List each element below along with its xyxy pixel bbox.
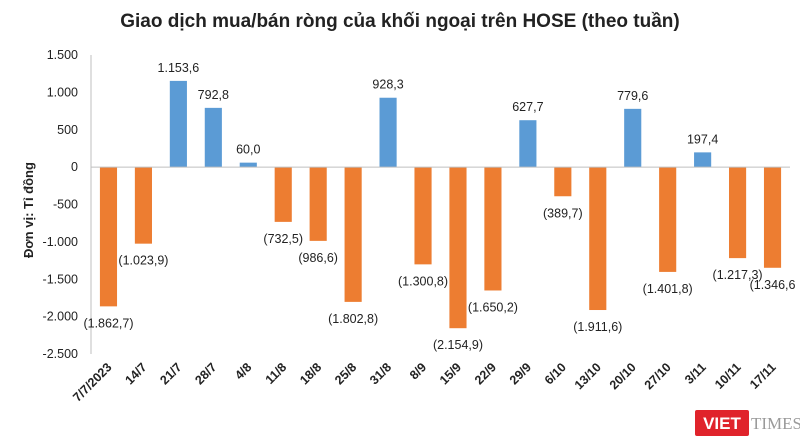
x-tick-label: 8/9	[407, 360, 429, 382]
logo-part2: TIMES	[751, 414, 800, 433]
x-tick-label: 13/10	[572, 360, 604, 392]
data-label: 779,6	[617, 89, 648, 103]
y-tick-label: -2.000	[43, 310, 78, 324]
x-tick-label: 31/8	[367, 360, 394, 387]
bar	[484, 167, 502, 291]
data-label: (1.911,6)	[573, 320, 622, 334]
y-tick-label: 1.000	[47, 85, 78, 99]
x-tick-label: 28/7	[192, 360, 219, 387]
y-tick-label: -2.500	[43, 347, 78, 361]
y-tick-label: 0	[71, 160, 78, 174]
x-tick-label: 6/10	[542, 360, 569, 387]
bar	[309, 167, 327, 241]
data-label: (1.023,9)	[118, 254, 168, 268]
y-tick-label: -500	[53, 198, 78, 212]
data-label: (732,5)	[263, 232, 303, 246]
bar	[169, 80, 187, 168]
bar	[344, 167, 362, 302]
bar	[274, 167, 292, 222]
x-tick-label: 22/9	[472, 360, 499, 387]
bars	[99, 80, 782, 329]
data-label: 928,3	[372, 78, 403, 92]
bar	[134, 167, 152, 244]
bar	[554, 167, 572, 197]
y-tick-label: 1.500	[47, 48, 78, 62]
x-tick-label: 25/8	[332, 360, 359, 387]
data-label: 1.153,6	[158, 61, 200, 75]
x-tick-label: 29/9	[507, 360, 534, 387]
bar	[414, 167, 432, 265]
data-label: (986,6)	[298, 251, 338, 265]
y-tick-label: 500	[57, 123, 78, 137]
data-label: (1.217,3)	[713, 268, 763, 282]
x-axis-ticks: 7/7/2023 14/7 21/7 28/7 4/8 11/8 18/8 25/8 31/8 8…	[70, 360, 778, 404]
x-tick-label: 4/8	[232, 360, 254, 382]
data-label: 60,0	[236, 143, 260, 157]
chart-title: Giao dịch mua/bán ròng của khối ngoại tr…	[120, 11, 679, 32]
logo-part1: VIET	[703, 414, 741, 433]
data-label: (1.862,7)	[83, 316, 133, 330]
bar	[729, 167, 747, 259]
y-axis-label: Đơn vị: Tỉ đồng	[21, 162, 36, 258]
data-label: (1.802,8)	[328, 312, 378, 326]
bar	[659, 167, 677, 272]
x-tick-label: 15/9	[437, 360, 464, 387]
x-tick-label: 21/7	[157, 360, 184, 387]
bar	[624, 108, 642, 168]
data-label: (1.401,8)	[643, 282, 693, 296]
bar	[519, 120, 537, 168]
y-tick-label: -1.000	[43, 235, 78, 249]
bar	[99, 167, 118, 307]
x-tick-label: 27/10	[642, 360, 674, 392]
x-tick-label: 7/7/2023	[70, 360, 114, 404]
x-tick-label: 11/8	[263, 360, 290, 387]
data-label: (1.346,6	[750, 278, 796, 292]
vietimes-logo: VIET TIMES	[695, 410, 800, 436]
bar	[589, 167, 607, 311]
bar	[763, 167, 782, 268]
data-label: (2.154,9)	[433, 338, 483, 352]
x-tick-label: 17/11	[747, 360, 779, 392]
x-tick-label: 20/10	[607, 360, 639, 392]
bar	[449, 167, 467, 329]
data-label: 792,8	[198, 88, 229, 102]
bar	[379, 97, 397, 168]
data-label: (1.300,8)	[398, 274, 448, 288]
x-tick-label: 14/7	[122, 360, 149, 387]
data-label: 627,7	[512, 100, 543, 114]
logo-badge	[695, 410, 749, 436]
data-label: (389,7)	[543, 206, 583, 220]
data-label: (1.650,2)	[468, 300, 518, 314]
bar	[694, 152, 712, 168]
bar	[239, 162, 257, 168]
x-tick-label: 18/8	[297, 360, 324, 387]
data-labels: (1.862,7) (1.023,9) 1.153,6 792,8 60,0 (732,5…	[83, 61, 795, 352]
y-tick-label: -1.500	[43, 272, 78, 286]
data-label: 197,4	[687, 132, 718, 146]
x-tick-label: 3/11	[682, 360, 709, 387]
bar	[204, 107, 222, 168]
x-tick-label: 10/11	[712, 360, 744, 392]
y-axis-ticks: 1.500 1.000 500 0 -500 -1.000 -1.500 -2.000 -2.5…	[43, 48, 79, 361]
